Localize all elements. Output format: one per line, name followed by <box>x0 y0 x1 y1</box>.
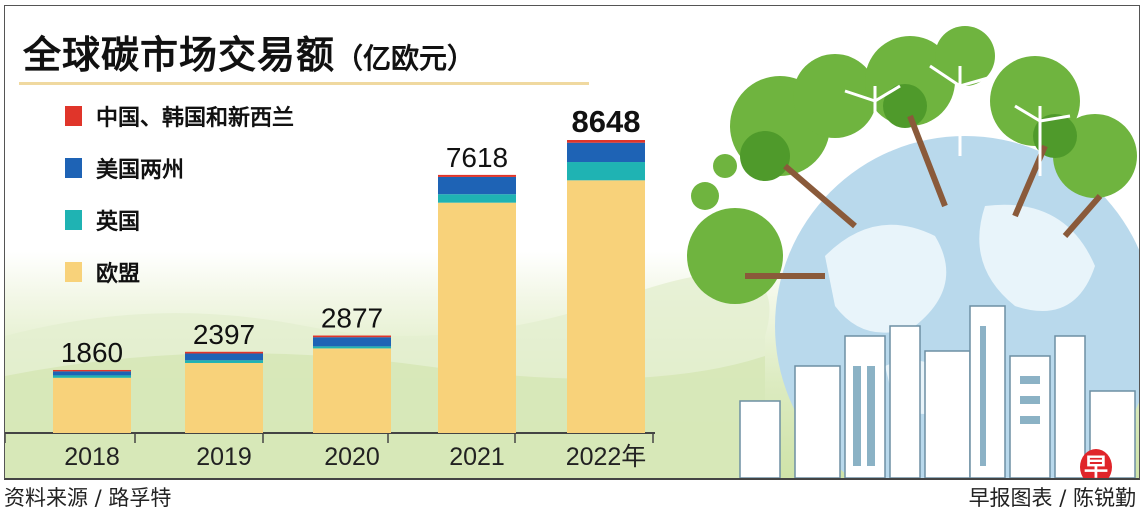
x-tick-label: 2018 <box>64 443 120 471</box>
title-underline <box>19 82 589 85</box>
legend-item: 美国两州 <box>65 152 184 184</box>
total-label: 1860 <box>61 337 123 368</box>
total-label: 7618 <box>446 142 508 173</box>
bar-segment-3-2 <box>313 335 391 338</box>
bar-segment-1-2 <box>313 346 391 349</box>
legend-swatch <box>65 106 82 126</box>
bar-segment-3-0 <box>53 369 131 372</box>
title-main: 全球碳市场交易额 <box>23 33 336 77</box>
zaobao-logo: 早 <box>1080 449 1112 478</box>
bar-segment-2-2 <box>313 337 391 347</box>
chart-title: 全球碳市场交易额（亿欧元） <box>23 24 475 79</box>
bar-segment-0-3 <box>438 202 516 433</box>
legend-swatch <box>65 210 82 230</box>
x-tick-label: 2021 <box>449 443 505 471</box>
globe-city-illustration <box>687 26 1139 478</box>
bar-segment-0-4 <box>567 180 645 433</box>
x-tick-label: 2019 <box>196 443 252 471</box>
bar-segment-3-1 <box>185 351 263 354</box>
legend-swatch <box>65 262 82 282</box>
x-tick-label: 2020 <box>324 443 380 471</box>
bar-segment-0-2 <box>313 348 391 433</box>
x-tick-label: 2022年 <box>566 443 647 471</box>
title-unit: （亿欧元） <box>335 42 476 75</box>
legend-label: 美国两州 <box>96 158 185 183</box>
bar-segment-2-0 <box>53 371 131 376</box>
stacked-bar-chart: 1860 2018 2397 2019 2877 2020 7618 2021 8648 2022… <box>5 104 655 471</box>
graphic-credit: 早报图表 / 陈锐勤 <box>968 486 1136 510</box>
bar-segment-1-1 <box>185 360 263 363</box>
legend-item: 英国 <box>65 204 140 236</box>
legend-swatch <box>65 158 82 178</box>
bar-segment-0-1 <box>185 362 263 433</box>
total-label: 2877 <box>321 303 383 334</box>
bar-segment-2-3 <box>438 176 516 195</box>
legend-item: 中国、韩国和新西兰 <box>65 100 294 132</box>
bar-segment-2-4 <box>567 142 645 163</box>
bar-segment-2-1 <box>185 353 263 361</box>
bar-segment-1-0 <box>53 375 131 378</box>
total-label: 8648 <box>572 104 641 139</box>
infographic-frame: 全球碳市场交易额（亿欧元） 中国、韩国和新西兰 美国两州英国欧盟 1860 2018… <box>4 5 1140 480</box>
bar-segment-3-4 <box>567 140 645 143</box>
bar-segment-1-3 <box>438 194 516 203</box>
bar-segment-3-3 <box>438 174 516 177</box>
legend-label: 欧盟 <box>96 262 141 287</box>
bar-segment-0-0 <box>53 377 131 433</box>
bar-segment-1-4 <box>567 162 645 181</box>
legend-label: 中国、韩国和新西兰 <box>96 106 295 131</box>
legend-item: 欧盟 <box>65 256 140 288</box>
source-note: 资料来源 / 路孚特 <box>4 486 172 510</box>
total-label: 2397 <box>193 319 255 350</box>
legend-label: 英国 <box>96 210 141 235</box>
